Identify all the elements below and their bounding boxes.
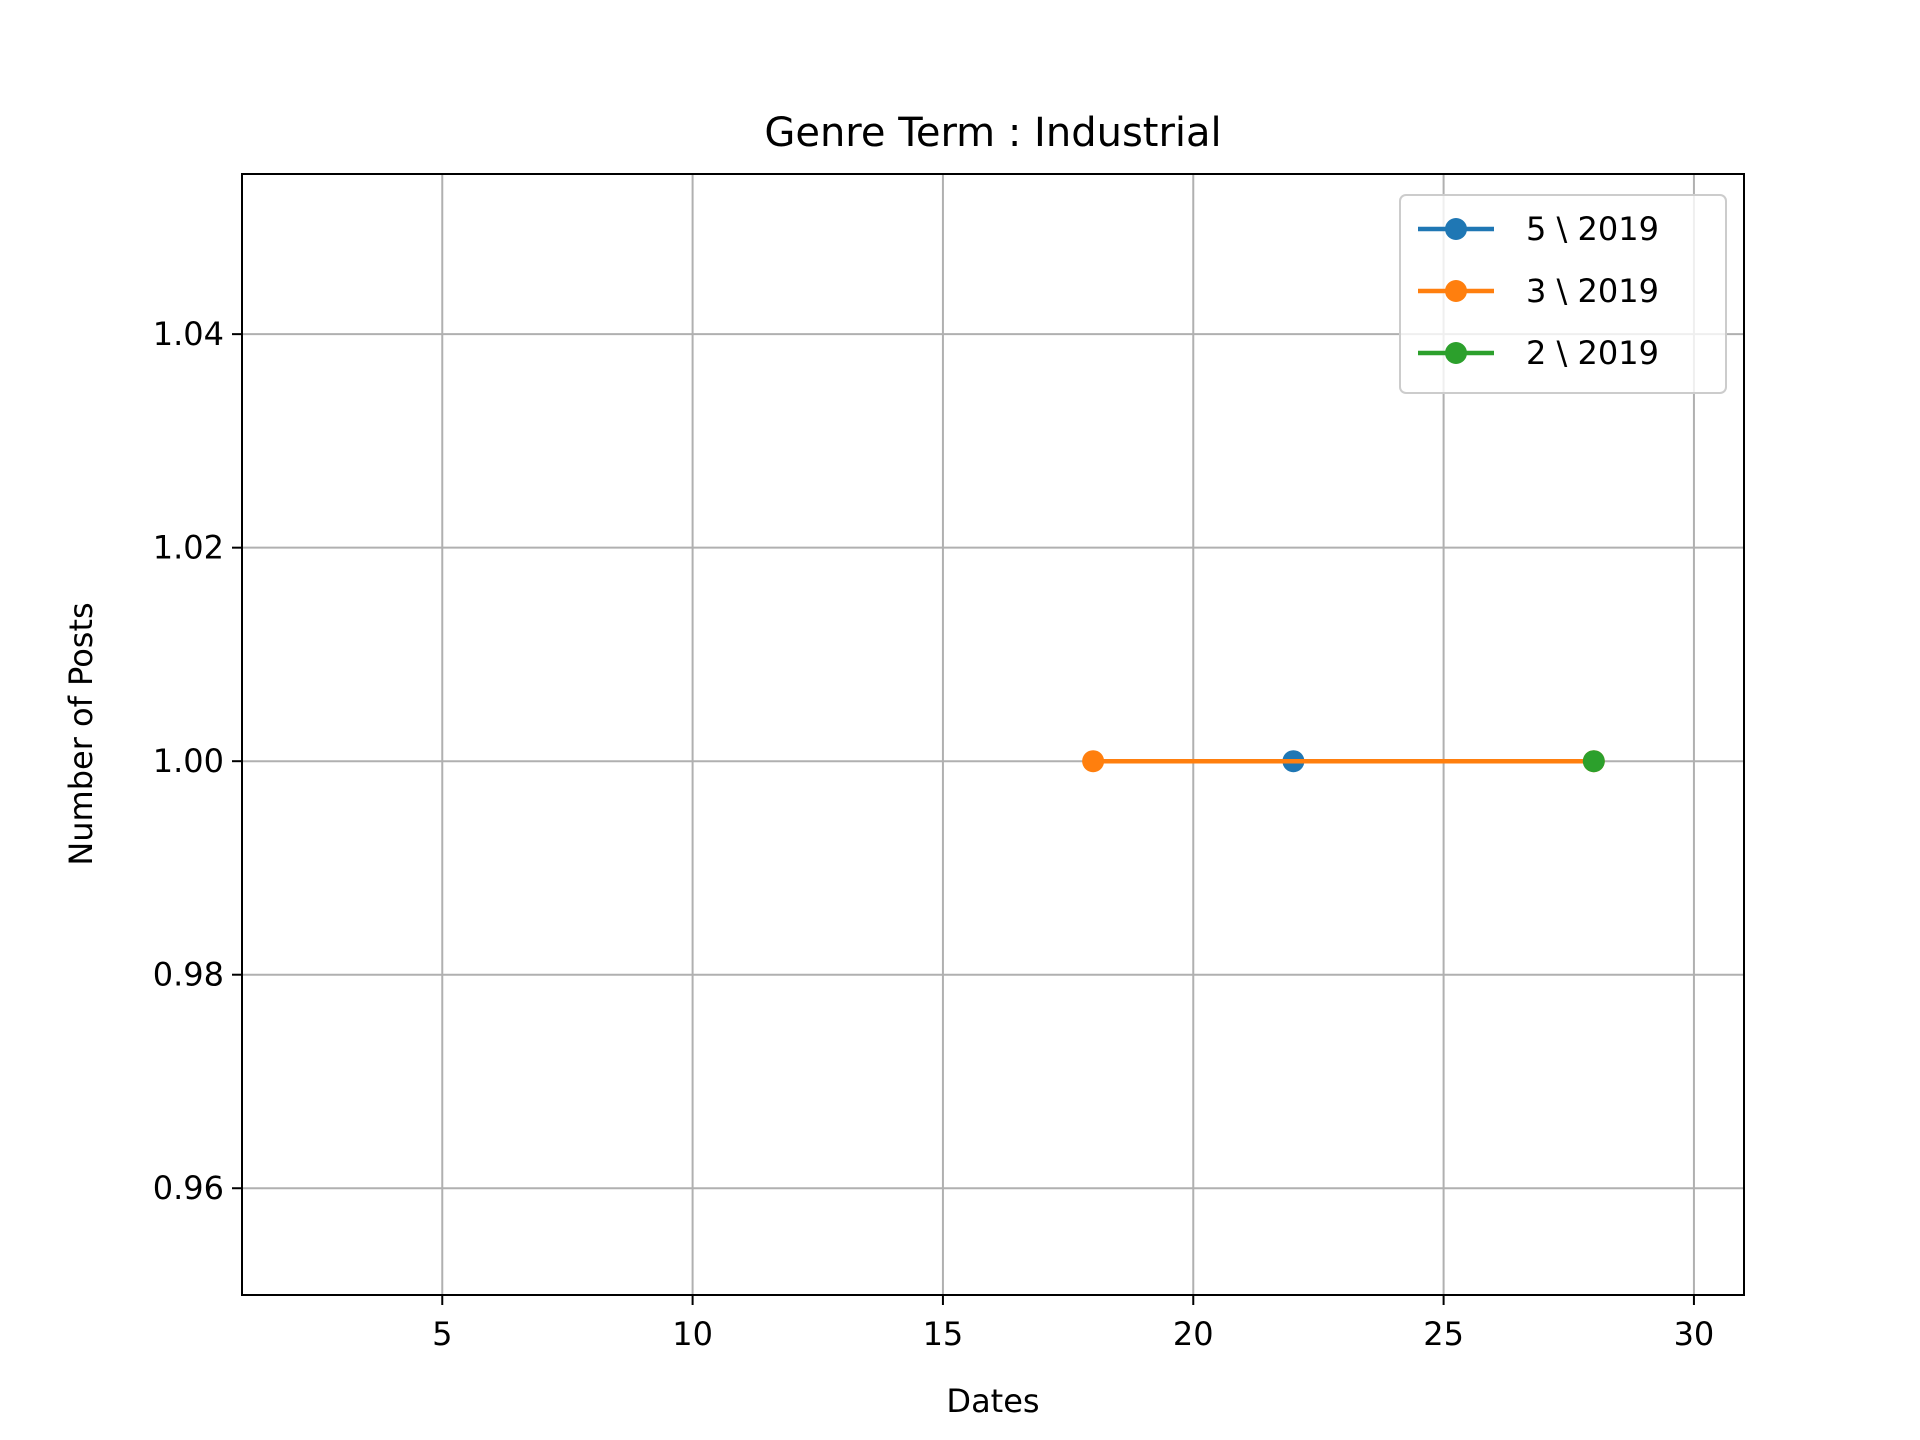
legend: 5 \ 2019 3 \ 2019 2 \ 2019 (1399, 194, 1727, 394)
x-tick-label: 20 (1173, 1315, 1214, 1353)
legend-frame (1399, 194, 1727, 394)
y-axis-label: Number of Posts (62, 602, 100, 865)
x-ticks: 5 10 15 20 25 30 (432, 1295, 1714, 1353)
y-tick-label: 0.98 (153, 956, 224, 994)
legend-marker (1445, 280, 1467, 302)
x-tick-label: 10 (672, 1315, 713, 1353)
data-point (1082, 750, 1105, 773)
series-layer (1082, 750, 1605, 773)
legend-label: 3 \ 2019 (1526, 272, 1659, 310)
x-axis-label: Dates (946, 1382, 1039, 1420)
legend-label: 2 \ 2019 (1526, 334, 1659, 372)
y-tick-label: 1.04 (153, 315, 224, 353)
plot-frame (241, 173, 1745, 1296)
y-ticks: 0.96 0.98 1.00 1.02 1.04 (153, 315, 242, 1207)
data-point (1582, 750, 1605, 773)
y-tick-label: 1.02 (153, 529, 224, 567)
series-2 (1582, 750, 1605, 773)
legend-label: 5 \ 2019 (1526, 210, 1659, 248)
legend-items: 5 \ 2019 3 \ 2019 2 \ 2019 (1418, 210, 1659, 372)
x-tick-label: 30 (1674, 1315, 1715, 1353)
x-tick-label: 15 (923, 1315, 964, 1353)
y-tick-label: 1.00 (153, 742, 224, 780)
chart-title: Genre Term : Industrial (764, 110, 1221, 156)
x-tick-label: 5 (432, 1315, 452, 1353)
legend-marker (1445, 342, 1467, 364)
legend-marker (1445, 218, 1467, 240)
y-tick-label: 0.96 (153, 1169, 224, 1207)
x-tick-label: 25 (1423, 1315, 1464, 1353)
